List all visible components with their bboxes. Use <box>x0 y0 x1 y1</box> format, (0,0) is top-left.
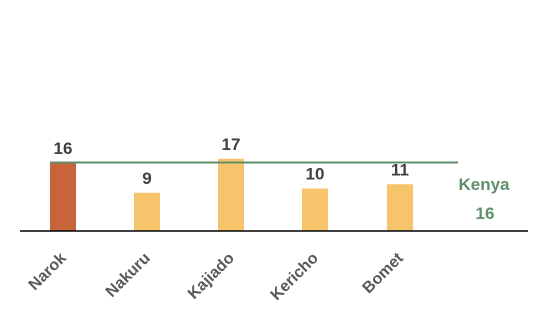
data-label-kericho: 10 <box>306 165 325 184</box>
x-tick-narok: Narok <box>26 250 70 294</box>
value-labels-layer: 16 9 17 10 11 <box>54 135 409 188</box>
reference-line-label: Kenya <box>458 175 510 194</box>
bar-narok <box>50 163 76 231</box>
bar-bomet <box>387 184 413 231</box>
reference-line-value: 16 <box>476 204 495 223</box>
x-tick-labels-layer: Narok Nakuru Kajiado Kericho Bomet <box>26 249 408 304</box>
data-label-narok: 16 <box>54 139 73 158</box>
x-tick-kericho: Kericho <box>268 250 322 304</box>
x-tick-bomet: Bomet <box>360 249 408 297</box>
bar-nakuru <box>134 192 160 231</box>
x-tick-nakuru: Nakuru <box>103 250 154 301</box>
bar-kajiado <box>218 158 244 231</box>
data-label-nakuru: 9 <box>142 169 151 188</box>
bar-kericho <box>302 188 328 231</box>
data-label-kajiado: 17 <box>222 135 241 154</box>
data-label-bomet: 11 <box>391 160 409 179</box>
x-tick-kajiado: Kajiado <box>185 250 238 303</box>
bars-layer <box>50 158 413 231</box>
